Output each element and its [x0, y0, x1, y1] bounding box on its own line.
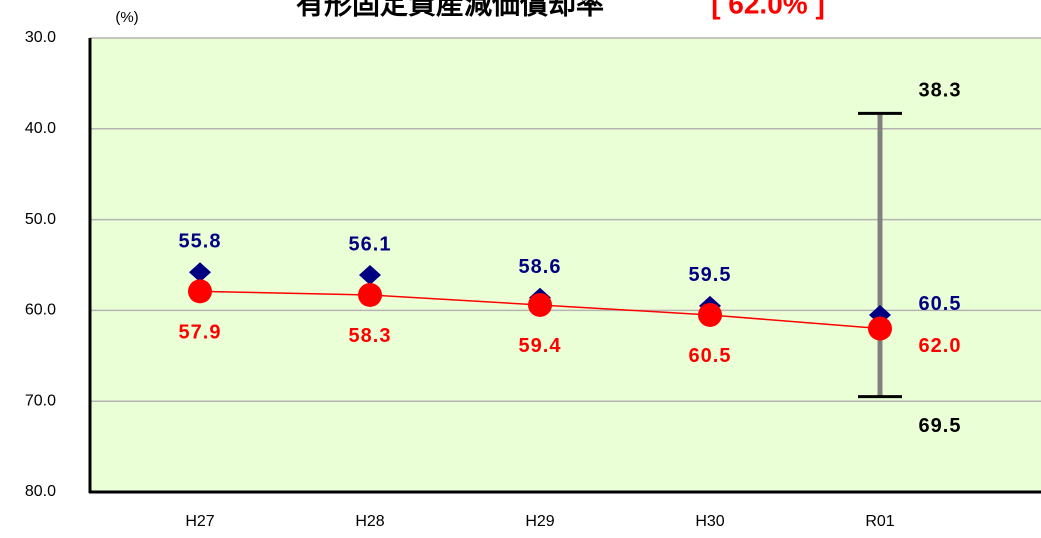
data-label: 56.1	[349, 233, 392, 255]
marker	[359, 264, 381, 285]
data-label: 55.8	[179, 231, 222, 253]
y-tick-label: 60.0	[25, 302, 56, 319]
marker	[358, 282, 382, 307]
data-label: 60.5	[919, 293, 962, 315]
chart-title: 有形固定資産減価償却率	[296, 0, 604, 19]
x-tick-label: R01	[865, 513, 894, 530]
marker	[528, 292, 552, 317]
plot-area	[90, 38, 1041, 492]
y-tick-label: 40.0	[25, 120, 56, 137]
y-tick-label: 80.0	[25, 483, 56, 500]
x-tick-label: H27	[185, 513, 214, 530]
marker	[698, 302, 722, 327]
y-tick-label: 50.0	[25, 211, 56, 228]
x-tick-label: H28	[355, 513, 384, 530]
data-label: 59.4	[519, 335, 562, 357]
chart-title-value: [ 62.0% ]	[711, 0, 825, 19]
marker	[868, 316, 892, 341]
data-label: 57.9	[179, 322, 222, 344]
range-label: 69.5	[919, 415, 962, 437]
range-label: 38.3	[919, 80, 962, 102]
y-tick-label: 30.0	[25, 29, 56, 46]
x-tick-label: H29	[525, 513, 554, 530]
x-tick-label: H30	[695, 513, 724, 530]
marker	[189, 262, 211, 283]
data-label: 58.6	[519, 256, 562, 278]
data-label: 59.5	[689, 264, 732, 286]
y-unit: (%)	[115, 9, 138, 26]
marker	[188, 279, 212, 304]
data-label: 60.5	[689, 345, 732, 367]
y-tick-label: 70.0	[25, 392, 56, 409]
data-label: 62.0	[919, 335, 962, 357]
data-label: 58.3	[349, 325, 392, 347]
